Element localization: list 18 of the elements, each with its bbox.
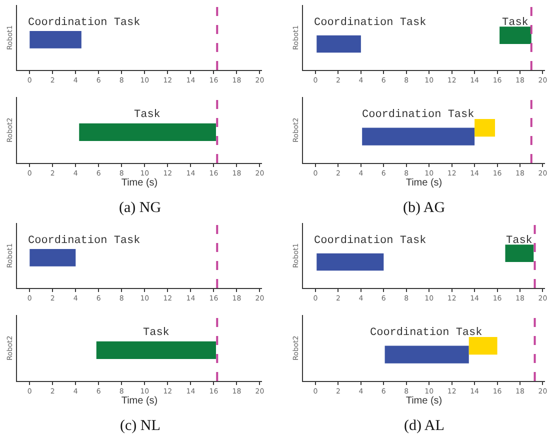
series-label: Coordination Task	[28, 235, 141, 247]
series-label: Task	[506, 235, 533, 247]
text: (d) AL	[404, 418, 444, 434]
text: (b) AG	[403, 200, 446, 216]
series-label: Task	[143, 327, 170, 339]
series-label: Coordination Task	[28, 17, 141, 29]
series-label: Coordination Task	[314, 17, 427, 29]
text: (a) NG	[119, 200, 162, 216]
x-axis-title: Time (s)	[406, 395, 442, 406]
series-label: Coordination Task	[370, 327, 483, 339]
x-axis-title: Time (s)	[121, 395, 158, 406]
series-label: Coordination Task	[314, 235, 427, 247]
x-axis-title: Time (s)	[406, 177, 442, 188]
series-label: Task	[502, 17, 529, 29]
text: (c) NL	[120, 418, 160, 434]
x-axis-title: Time (s)	[121, 177, 158, 188]
series-label: Task	[134, 109, 161, 121]
series-label: Coordination Task	[362, 109, 475, 121]
